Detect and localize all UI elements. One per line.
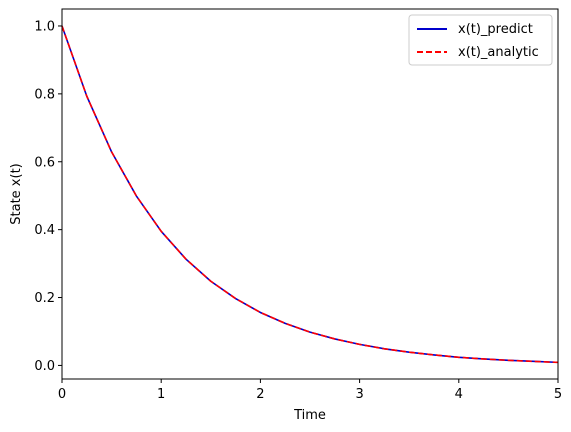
y-axis-ticks: 0.0 0.2 0.4 0.6 0.8 1.0	[34, 19, 62, 374]
legend-label-predict: x(t)_predict	[458, 22, 533, 37]
legend: x(t)_predict x(t)_analytic	[408, 14, 553, 66]
x-axis-ticks: 0 1 2 3 4 5	[58, 379, 562, 402]
y-tick-label: 0.4	[34, 223, 55, 238]
y-tick-label: 0.2	[34, 291, 55, 306]
legend-label-analytic: x(t)_analytic	[458, 45, 539, 60]
y-tick-label: 0.0	[34, 359, 55, 374]
series-line-analytic	[61, 25, 559, 364]
x-tick-label: 0	[58, 387, 66, 402]
x-axis-label: Time	[293, 408, 326, 423]
plot-frame	[61, 8, 559, 380]
y-tick-label: 0.6	[34, 155, 55, 170]
x-tick-label: 2	[256, 387, 264, 402]
x-tick-label: 3	[355, 387, 363, 402]
y-tick-label: 1.0	[34, 19, 55, 34]
y-axis-label: State x(t)	[9, 163, 24, 224]
x-tick-label: 1	[157, 387, 165, 402]
y-tick-label: 0.8	[34, 87, 55, 102]
series-layer	[61, 25, 559, 364]
x-tick-label: 5	[554, 387, 562, 402]
plot-area	[62, 9, 558, 379]
x-tick-label: 4	[455, 387, 463, 402]
